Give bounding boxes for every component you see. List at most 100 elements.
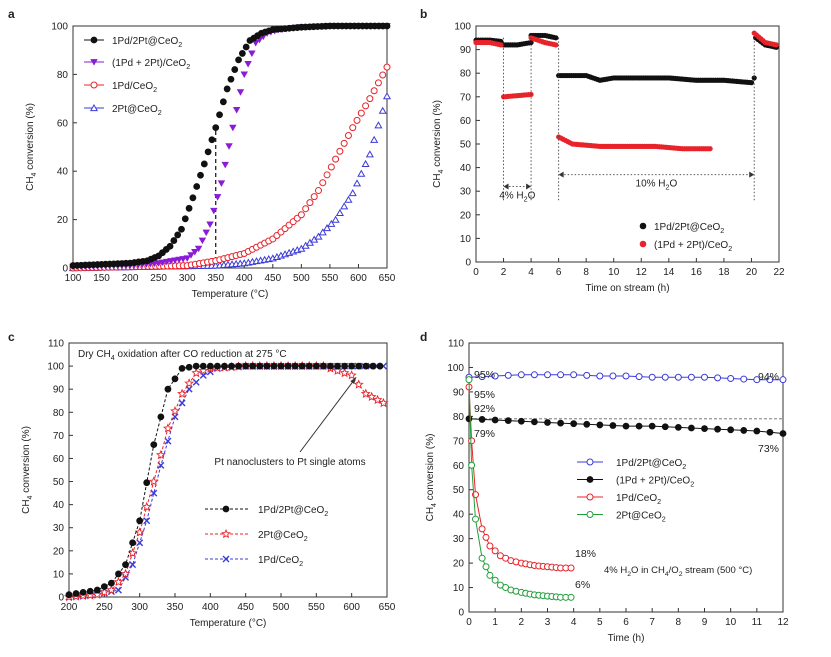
data-point bbox=[227, 75, 235, 83]
legend-label-part: 1Pd/CeO bbox=[112, 81, 153, 92]
x-tick-label: 18 bbox=[718, 267, 730, 278]
arrow-head bbox=[558, 171, 564, 178]
arrow-head bbox=[503, 183, 509, 190]
data-point bbox=[108, 579, 115, 587]
data-point bbox=[707, 146, 713, 152]
x-tick-label: 22 bbox=[773, 267, 785, 278]
data-point-stroke bbox=[192, 378, 200, 386]
data-point bbox=[143, 517, 151, 525]
legend-label: 1Pd/CeO2 bbox=[258, 555, 303, 568]
data-point bbox=[192, 362, 200, 370]
data-point bbox=[498, 42, 504, 48]
data-point bbox=[150, 441, 158, 449]
data-point bbox=[305, 362, 313, 370]
legend-marker bbox=[89, 103, 99, 112]
data-point bbox=[751, 75, 757, 81]
data-point bbox=[208, 136, 216, 144]
data-point bbox=[302, 205, 310, 213]
data-point bbox=[622, 372, 630, 380]
data-point bbox=[170, 405, 180, 416]
x-tick-label: 300 bbox=[179, 273, 196, 284]
data-point bbox=[242, 43, 250, 51]
data-point bbox=[327, 219, 336, 227]
ylabel-part: 4 bbox=[438, 169, 445, 173]
data-point bbox=[379, 71, 387, 79]
data-point bbox=[314, 187, 322, 195]
legend-label-part: 2 bbox=[299, 559, 303, 568]
data-point bbox=[270, 362, 278, 370]
data-point bbox=[231, 66, 239, 73]
y-tick-label: 90 bbox=[53, 385, 65, 396]
data-point bbox=[766, 428, 774, 436]
data-point bbox=[544, 419, 551, 426]
y-tick-label: 10 bbox=[460, 234, 472, 245]
y-tick-label: 50 bbox=[453, 485, 465, 496]
data-point bbox=[378, 397, 389, 408]
y-tick-label: 70 bbox=[53, 431, 65, 442]
data-point bbox=[158, 259, 167, 267]
y-tick-label: 90 bbox=[453, 387, 465, 398]
data-point bbox=[334, 362, 341, 370]
data-point bbox=[327, 163, 335, 171]
data-point bbox=[530, 371, 538, 379]
condition-label-part: 4 bbox=[665, 571, 669, 578]
x-tick-label: 9 bbox=[702, 617, 708, 628]
y-tick-label: 10 bbox=[453, 583, 465, 594]
legend-label-part: 2Pt@CeO bbox=[258, 530, 304, 541]
legend-marker bbox=[222, 555, 230, 563]
data-point bbox=[134, 527, 145, 537]
legend-label: 2Pt@CeO2 bbox=[258, 530, 308, 543]
data-point bbox=[228, 362, 235, 370]
data-point bbox=[217, 180, 226, 187]
legend-label-part: 1Pd/2Pt@CeO bbox=[112, 36, 179, 47]
condition-label: 4% H2O in CH4/O2 stream (500 °C) bbox=[604, 565, 752, 578]
data-point bbox=[766, 376, 774, 384]
x-tick-label: 4 bbox=[528, 267, 534, 278]
data-point bbox=[166, 242, 174, 250]
legend-label: (1Pd + 2Pt)/CeO2 bbox=[616, 476, 694, 489]
annotation-label: Pt nanoclusters to Pt single atoms bbox=[214, 457, 365, 468]
data-point bbox=[727, 374, 735, 382]
legend-label-part: 1Pd/2Pt@CeO bbox=[616, 458, 683, 469]
x-tick-label: 7 bbox=[649, 617, 655, 628]
y-tick-label: 50 bbox=[460, 140, 472, 151]
data-point bbox=[318, 228, 327, 236]
data-point bbox=[65, 591, 73, 599]
data-point bbox=[200, 160, 208, 168]
data-point bbox=[99, 587, 110, 597]
legend-label-part: 2Pt@CeO bbox=[616, 511, 662, 522]
data-point bbox=[310, 193, 318, 201]
y-tick-label: 60 bbox=[460, 116, 472, 127]
data-point bbox=[210, 207, 218, 215]
y-axis-label: CH4 conversion (%) bbox=[425, 434, 438, 522]
data-point bbox=[221, 161, 229, 169]
data-point bbox=[740, 375, 748, 383]
series-0 bbox=[473, 32, 779, 86]
data-point bbox=[382, 92, 392, 100]
data-point bbox=[314, 232, 323, 240]
data-point bbox=[306, 199, 314, 207]
data-point bbox=[185, 363, 193, 371]
series-0 bbox=[65, 362, 384, 599]
data-point bbox=[197, 171, 204, 179]
legend-label-part: 2 bbox=[324, 509, 328, 518]
data-point bbox=[583, 371, 591, 379]
data-point bbox=[171, 375, 179, 383]
data-point bbox=[352, 179, 362, 187]
data-point bbox=[339, 367, 350, 378]
x-tick-label: 2 bbox=[501, 267, 507, 278]
data-point bbox=[635, 373, 643, 381]
data-point bbox=[491, 372, 499, 380]
data-point bbox=[143, 479, 151, 487]
data-point bbox=[648, 422, 656, 430]
data-point bbox=[491, 416, 499, 424]
data-point bbox=[148, 476, 159, 486]
legend-label-part: (1Pd + 2Pt)/CeO bbox=[616, 476, 690, 487]
data-point bbox=[362, 362, 370, 370]
y-tick-label: 70 bbox=[453, 436, 465, 447]
arrow-head bbox=[749, 171, 755, 178]
data-point bbox=[129, 539, 137, 547]
data-point bbox=[163, 258, 171, 266]
x-tick-label: 400 bbox=[202, 602, 219, 613]
data-point bbox=[194, 245, 203, 253]
